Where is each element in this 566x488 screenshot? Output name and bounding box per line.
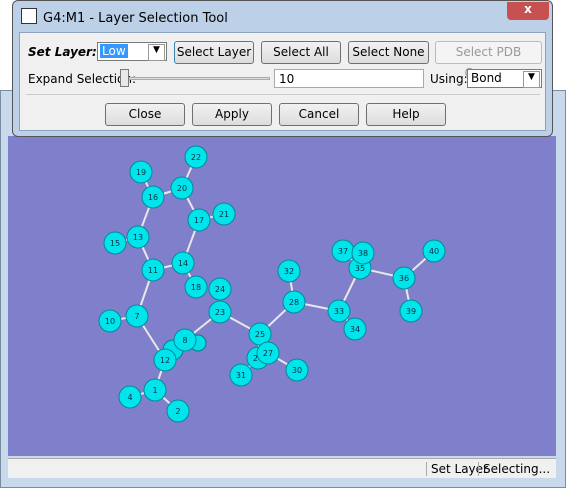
atom xyxy=(98,309,122,333)
atom xyxy=(212,202,236,226)
atom-label: 8 xyxy=(182,336,187,345)
using-value: Bond xyxy=(471,71,502,85)
atom-label: 10 xyxy=(105,317,115,326)
dialog-title: G4:M1 - Layer Selection Tool xyxy=(43,11,228,26)
atom-label: 12 xyxy=(160,356,170,365)
atom xyxy=(399,299,423,323)
atom xyxy=(129,160,153,184)
expand-label: Expand Selection: xyxy=(28,72,137,86)
atom xyxy=(141,185,165,209)
atom-label: 40 xyxy=(429,247,439,256)
close-button[interactable]: Close xyxy=(105,103,185,126)
atom-label: 22 xyxy=(191,153,201,162)
atom-label: 31 xyxy=(236,371,246,380)
atom-label: 35 xyxy=(355,264,365,273)
atom-label: 33 xyxy=(334,307,344,316)
atom xyxy=(277,259,301,283)
atom xyxy=(126,225,150,249)
viewer: 1247810111213141516171819202122232425262… xyxy=(8,136,556,456)
atom xyxy=(118,385,142,409)
select-pdb-button[interactable]: Select PDB Group... xyxy=(435,41,542,80)
expand-input[interactable]: 10 xyxy=(274,69,424,88)
atom xyxy=(208,300,232,324)
dialog-body: Set Layer: Low ▼ Select Layer Select All … xyxy=(19,32,546,131)
atom-label: 1 xyxy=(152,386,157,395)
atom xyxy=(343,317,367,341)
atom-label: 30 xyxy=(292,366,302,375)
set-layer-label: Set Layer: xyxy=(28,45,97,59)
atom-label: 17 xyxy=(194,216,204,225)
atom xyxy=(327,299,351,323)
atom xyxy=(171,251,195,275)
atom xyxy=(422,239,446,263)
atom xyxy=(392,266,416,290)
atom-label: 23 xyxy=(215,308,225,317)
atom xyxy=(256,341,280,365)
layer-value: Low xyxy=(100,44,128,58)
atom-label: 27 xyxy=(263,349,273,358)
atom xyxy=(229,363,253,387)
atom-label: 39 xyxy=(406,307,416,316)
atom xyxy=(125,304,149,328)
atom-label: 16 xyxy=(148,193,158,202)
atom xyxy=(173,328,197,352)
atom-label: 2 xyxy=(175,407,180,416)
atom xyxy=(184,275,208,299)
atom-label: 24 xyxy=(215,285,225,294)
help-button[interactable]: Help xyxy=(366,103,446,126)
atom xyxy=(166,399,190,423)
atom-label: 15 xyxy=(110,239,120,248)
atom xyxy=(184,145,208,169)
atom xyxy=(187,208,211,232)
atom xyxy=(103,231,127,255)
atom-label: 37 xyxy=(338,247,348,256)
atom-label: 21 xyxy=(219,210,229,219)
atom xyxy=(170,176,194,200)
atom-label: 7 xyxy=(134,312,139,321)
atom xyxy=(282,290,306,314)
close-x[interactable]: x xyxy=(507,2,549,20)
atom-label: 13 xyxy=(133,233,143,242)
atom-label: 36 xyxy=(399,274,409,283)
atom-label: 14 xyxy=(178,259,188,268)
atom-label: 4 xyxy=(127,393,132,402)
dialog: G4:M1 - Layer Selection Tool x Set Layer… xyxy=(12,0,553,137)
using-dropdown[interactable]: Bond ▼ xyxy=(467,69,542,88)
atom xyxy=(351,241,375,265)
select-none-button[interactable]: Select None xyxy=(348,41,429,64)
status-bar: Set Layer Selecting... xyxy=(8,458,556,478)
atom xyxy=(208,277,232,301)
icon xyxy=(21,8,37,24)
atom-label: 38 xyxy=(358,249,368,258)
atom-label: 34 xyxy=(350,325,360,334)
separator xyxy=(26,94,540,95)
atom-label: 20 xyxy=(177,184,187,193)
select-layer-button[interactable]: Select Layer xyxy=(174,41,254,64)
apply-button[interactable]: Apply xyxy=(192,103,272,126)
slider-track xyxy=(121,77,270,80)
atom-label: 32 xyxy=(284,267,294,276)
cancel-button[interactable]: Cancel xyxy=(279,103,359,126)
using-label: Using: xyxy=(430,72,468,86)
atom-label: 19 xyxy=(136,168,146,177)
atom xyxy=(141,258,165,282)
slider-thumb[interactable] xyxy=(120,69,129,87)
select-all-button[interactable]: Select All xyxy=(261,41,341,64)
atom-label: 25 xyxy=(255,330,265,339)
atom xyxy=(143,378,167,402)
atom-label: 18 xyxy=(191,283,201,292)
atom xyxy=(285,358,309,382)
atom xyxy=(153,348,177,372)
status-left: Set Layer xyxy=(426,462,488,476)
atom-label: 11 xyxy=(148,266,158,275)
layer-dropdown[interactable]: Low ▼ xyxy=(97,42,167,61)
atom-label: 28 xyxy=(289,298,299,307)
status-right: Selecting... xyxy=(478,462,550,476)
